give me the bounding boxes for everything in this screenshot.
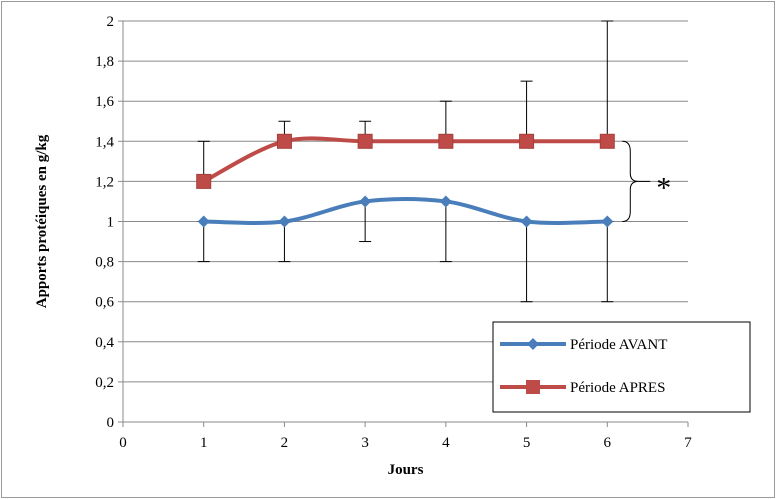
point-avant-2 bbox=[359, 195, 372, 208]
point-avant-3 bbox=[439, 195, 452, 208]
legend-marker-apres bbox=[526, 380, 540, 394]
y-tick-label-3: 0,6 bbox=[95, 295, 114, 311]
y-axis-title: Apports protéiques en g/kg bbox=[34, 134, 50, 308]
x-tick-label-7: 7 bbox=[684, 435, 692, 451]
y-tick-label-1: 0,2 bbox=[95, 375, 114, 391]
legend: Période AVANT Période APRES bbox=[492, 321, 751, 413]
point-apres-5 bbox=[599, 133, 615, 149]
y-tick-label-8: 1,6 bbox=[95, 94, 114, 110]
y-tick-label-7: 1,4 bbox=[95, 134, 114, 150]
point-apres-2 bbox=[357, 133, 373, 149]
series-markers bbox=[196, 133, 615, 228]
series-line-avant bbox=[203, 196, 608, 225]
point-apres-1 bbox=[276, 133, 292, 149]
axes bbox=[118, 20, 689, 427]
point-apres-3 bbox=[438, 133, 454, 149]
x-tick-label-3: 3 bbox=[361, 435, 369, 451]
point-avant-1 bbox=[278, 215, 291, 228]
x-tick-label-1: 1 bbox=[200, 435, 208, 451]
y-tick-label-0: 0 bbox=[107, 415, 115, 431]
x-tick-label-5: 5 bbox=[523, 435, 531, 451]
x-tick-label-4: 4 bbox=[442, 435, 450, 451]
y-tick-labels: 0 0,2 0,4 0,6 0,8 1 1,2 1,4 1,6 1,8 2 bbox=[95, 14, 114, 431]
y-tick-label-2: 0,4 bbox=[95, 335, 114, 351]
legend-box bbox=[492, 321, 751, 413]
y-tick-label-5: 1 bbox=[107, 215, 115, 231]
y-tick-label-10: 2 bbox=[107, 14, 115, 30]
point-avant-0 bbox=[197, 215, 210, 228]
y-tick-label-6: 1,2 bbox=[95, 174, 114, 190]
y-tick-label-9: 1,8 bbox=[95, 54, 114, 70]
point-avant-5 bbox=[601, 215, 614, 228]
gridlines bbox=[123, 20, 688, 383]
y-tick-label-4: 0,8 bbox=[95, 255, 114, 271]
significance-bracket: * bbox=[622, 140, 671, 222]
legend-marker-avant bbox=[527, 338, 539, 350]
x-axis-title: Jours bbox=[388, 462, 424, 478]
point-apres-4 bbox=[519, 133, 535, 149]
significance-star: * bbox=[656, 171, 671, 204]
x-tick-labels: 0 1 2 3 4 5 6 7 bbox=[119, 435, 692, 451]
x-tick-label-2: 2 bbox=[281, 435, 289, 451]
point-apres-0 bbox=[196, 173, 212, 189]
point-avant-4 bbox=[520, 215, 533, 228]
legend-label-apres: Période APRES bbox=[570, 380, 665, 396]
x-tick-label-0: 0 bbox=[119, 435, 127, 451]
x-tick-label-6: 6 bbox=[604, 435, 612, 451]
legend-label-avant: Période AVANT bbox=[570, 337, 667, 353]
